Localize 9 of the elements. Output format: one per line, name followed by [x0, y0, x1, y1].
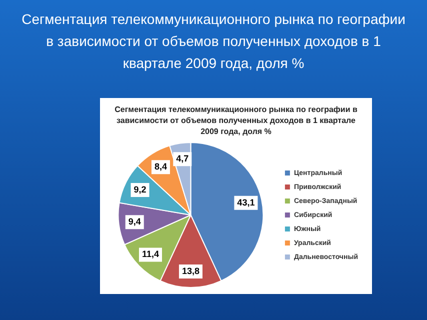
- chart-title: Сегментация телекоммуникационного рынка по географии в зависимости от объемов полученных доходов в 1 квартале 2009 года, доля %: [20, 10, 406, 73]
- data-label: 9,2: [134, 184, 146, 194]
- data-label: 8,4: [154, 162, 167, 172]
- data-label: 9,4: [128, 216, 141, 227]
- data-label: 43,1: [237, 197, 255, 208]
- data-label: 11,4: [142, 249, 160, 260]
- chart-subtitle: Сегментация телекоммуникационного рынка по географии в зависимости от объемов полученных доходов в 1 квартале 2009 года, доля %: [114, 104, 358, 137]
- data-label: 4,7: [176, 154, 189, 164]
- data-label: 13,8: [182, 266, 200, 276]
